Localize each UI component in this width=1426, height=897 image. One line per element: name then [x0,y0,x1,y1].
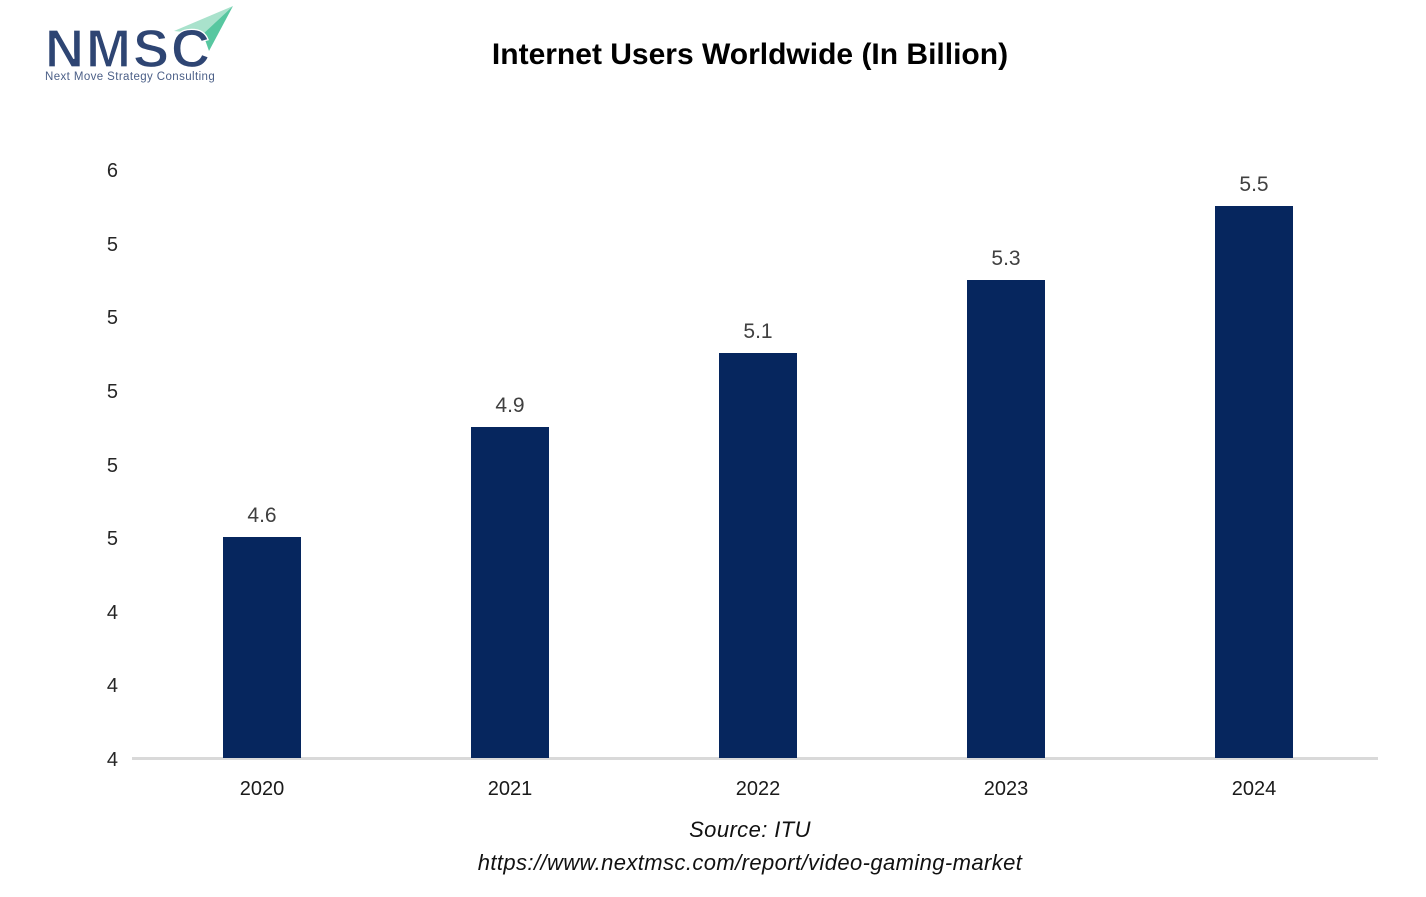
y-axis-tick-label: 5 [106,528,118,551]
y-axis-tick-label: 4 [106,675,118,698]
source-url: https://www.nextmsc.com/report/video-gam… [477,850,1023,875]
nmsc-logo-graphic: NMSC NMSC [44,6,233,70]
bar-2024 [1215,206,1293,758]
y-axis-tick-label: 4 [106,601,118,624]
x-axis-tick-label: 2020 [239,778,285,800]
y-axis-tick-label: 5 [106,381,118,403]
x-axis-tick-label: 2022 [735,778,781,800]
y-axis-tick-label: 5 [106,454,118,477]
bar-2021 [471,427,549,758]
chart-title: Internet Users Worldwide (In Billion) [491,38,1009,71]
bar-value-label: 4.6 [247,504,277,527]
x-axis-tick-label: 2023 [983,778,1029,800]
bar-value-label: 5.3 [991,247,1021,270]
bar-value-label: 5.5 [1239,173,1269,196]
y-axis-tick-label: 5 [106,233,118,256]
x-axis-line [132,757,1378,760]
source-text: Source: ITU [689,817,811,842]
x-axis-tick-label: 2021 [487,778,533,800]
logo-acronym-inline: NMSC [45,19,212,70]
y-axis-tick-label: 4 [106,749,118,771]
logo-acronym: NMSC [45,19,212,70]
bar-2020 [223,537,301,758]
bar-2023 [967,280,1045,758]
y-axis-tick-label: 6 [106,160,118,183]
bar-value-label: 5.1 [743,320,773,343]
x-axis-tick-label: 2024 [1231,778,1277,800]
paper-plane-icon-shade [203,6,233,51]
bar-value-label: 4.9 [495,394,525,417]
logo-tagline: Next Move Strategy Consulting [45,71,216,83]
nmsc-logo: NMSC NMSC Next Move Strategy Consulting [40,4,290,96]
y-axis-tick-label: 5 [106,307,118,330]
bar-2022 [719,353,797,758]
paper-plane-icon [174,6,233,34]
